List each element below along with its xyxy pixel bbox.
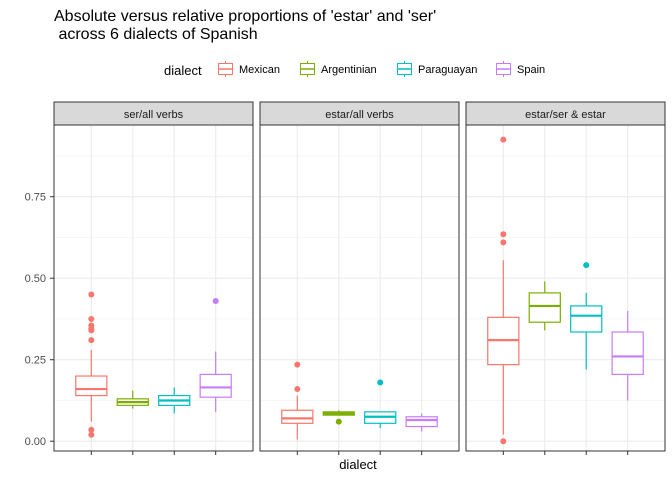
boxplot-paraguayan (158, 387, 191, 414)
y-tick-label-2: 0.50 (25, 273, 46, 285)
legend-label-spain: Spain (517, 64, 545, 76)
boxplot-mexican (487, 136, 520, 445)
panel-background (466, 125, 665, 451)
boxplot-paraguayan (364, 379, 397, 429)
legend-title: dialect (164, 63, 202, 78)
boxplot-spain (405, 413, 438, 432)
outlier-point (88, 426, 95, 433)
boxplot-argentinian (528, 281, 561, 331)
outlier-point (88, 327, 95, 334)
legend-entry-spain: Spain (496, 61, 545, 77)
boxplot-mexican (75, 291, 108, 438)
facet-strip-label: estar/ser & estar (525, 109, 606, 121)
box-iqr (199, 373, 232, 398)
facet-strip (259, 101, 460, 126)
box-iqr (611, 331, 644, 375)
outlier-point (377, 379, 384, 386)
outlier-point (500, 438, 507, 445)
panel-background (260, 125, 459, 451)
x-axis-title: dialect (339, 457, 377, 472)
legend-label-paraguayan: Paraguayan (418, 64, 477, 76)
outlier-point (88, 315, 95, 322)
legend-label-argentinian: Argentinian (321, 64, 377, 76)
boxplot-paraguayan (570, 262, 603, 370)
facet-panel-estar-ser-estar: estar/ser & estar (465, 101, 666, 455)
facet-strip-label: ser/all verbs (124, 109, 184, 121)
facet-strip (53, 101, 254, 126)
outlier-point (212, 298, 219, 305)
y-tick-label-1: 0.25 (25, 355, 46, 367)
outlier-point (88, 291, 95, 298)
panel-background (54, 125, 253, 451)
outlier-point (500, 136, 507, 143)
legend-entry-mexican: Mexican (218, 61, 280, 77)
y-tick-label-3: 0.75 (25, 192, 46, 204)
outlier-point (294, 361, 301, 368)
box-iqr (281, 409, 314, 424)
facet-panels: 0.00 0.25 0.50 0.75 ser/all verbs estar/all v… (25, 101, 666, 455)
box-iqr (528, 292, 561, 323)
outlier-point (583, 262, 590, 269)
boxplot-argentinian (322, 410, 355, 425)
facet-panel-ser-all-verbs: ser/all verbs (53, 101, 254, 455)
legend-label-mexican: Mexican (239, 64, 280, 76)
chart-title-line-1: Absolute versus relative proportions of … (54, 8, 436, 25)
box-iqr (75, 375, 108, 397)
outlier-point (88, 337, 95, 344)
facet-strip-label: estar/all verbs (325, 109, 394, 121)
y-tick-label-0: 0.00 (25, 436, 46, 448)
facet-strip (465, 101, 666, 126)
legend-entry-argentinian: Argentinian (300, 61, 377, 77)
boxplot-mexican (281, 361, 314, 440)
chart-title-line-2: across 6 dialects of Spanish (54, 26, 258, 43)
box-iqr (405, 416, 438, 428)
outlier-point (294, 386, 301, 393)
outlier-point (500, 239, 507, 246)
box-iqr (570, 305, 603, 333)
boxplot-spain (199, 298, 232, 412)
facet-panel-estar-all-verbs: estar/all verbs (259, 101, 460, 455)
outlier-point (88, 431, 95, 438)
outlier-point (335, 418, 342, 425)
boxplot-argentinian (116, 390, 149, 409)
legend: dialect Mexican Argentinian Paraguayan Spai… (164, 61, 545, 78)
legend-entry-paraguayan: Paraguayan (397, 61, 477, 77)
outlier-point (500, 231, 507, 238)
boxplot-spain (611, 310, 644, 401)
